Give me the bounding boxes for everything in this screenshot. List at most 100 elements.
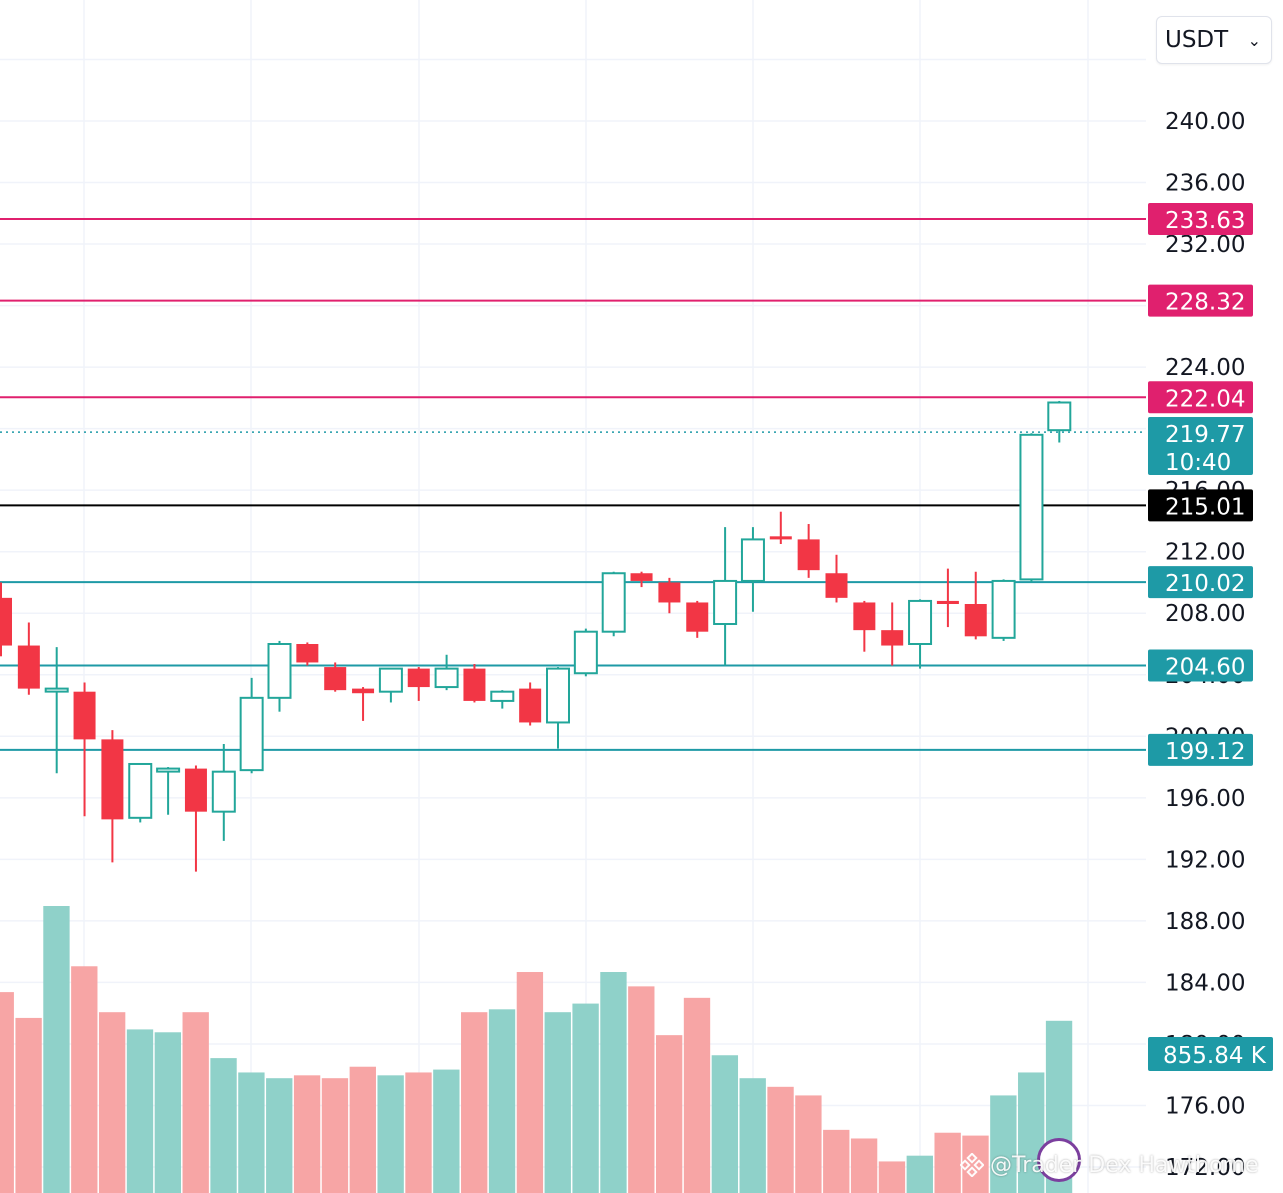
volume-bar [154, 1032, 182, 1193]
volume-bar [461, 1012, 488, 1193]
candle [239, 677, 264, 774]
candle-body [991, 579, 1016, 639]
volume-bar [405, 1072, 432, 1193]
volume-bar [488, 1009, 516, 1193]
candle-body [463, 668, 486, 701]
level-tag-text: 228.32 [1165, 290, 1245, 316]
volume-bar [182, 1012, 209, 1193]
price-tags: 233.63 228.32 222.04 215.01 210.02 204.60 199.… [1148, 202, 1273, 1071]
volume-bar [71, 966, 98, 1193]
level-tag: 228.32 [1148, 284, 1253, 317]
candle-body [267, 643, 292, 699]
candle-body [378, 667, 403, 693]
candle [0, 582, 12, 657]
candle [630, 571, 653, 588]
candle-body [908, 599, 933, 645]
candle [797, 524, 820, 578]
candle [324, 662, 347, 692]
candle [44, 647, 69, 774]
candle [519, 682, 542, 726]
level-tag-bg [1148, 566, 1253, 599]
candle-body [184, 768, 207, 812]
candle [769, 511, 792, 545]
volume-bar [544, 1012, 571, 1193]
volume-bar [126, 1029, 154, 1193]
candle [601, 571, 626, 637]
volume-bar [739, 1078, 766, 1193]
volume-bar [878, 1161, 906, 1193]
axis-tick-label: 172.00 [1165, 1155, 1245, 1181]
volume-bar [210, 1058, 237, 1193]
volume-tag: 855.84 K [1148, 1037, 1273, 1071]
candle-body [601, 572, 626, 633]
candle [991, 579, 1016, 641]
axis-tick-label: 176.00 [1165, 1093, 1245, 1119]
volume-bar [823, 1129, 850, 1193]
level-tag-bg [1148, 202, 1253, 235]
volume-bar [600, 972, 627, 1193]
candle-body [296, 644, 319, 663]
last-price-tag-bg [1148, 417, 1253, 475]
candle [573, 628, 598, 677]
volume-bar [628, 986, 655, 1193]
candle-body [73, 691, 96, 740]
candle-body [825, 573, 848, 598]
volume-bar [850, 1138, 878, 1193]
axis-tick-label: 184.00 [1165, 970, 1245, 996]
candles [0, 400, 1072, 872]
candle-body [1019, 433, 1044, 581]
binance-logo-icon [960, 1153, 984, 1177]
candle [101, 730, 124, 863]
candle-body [0, 597, 12, 646]
axis-tick-label: 240.00 [1165, 109, 1245, 135]
volume-bar [0, 992, 14, 1193]
level-tag-bg [1148, 489, 1253, 522]
axis-tick-label: 232.00 [1165, 232, 1245, 258]
level-tag-text: 210.02 [1165, 571, 1245, 597]
candle-body [797, 539, 820, 571]
candle [686, 600, 709, 638]
axis-tick-label: 192.00 [1165, 847, 1245, 873]
candle-body [546, 667, 570, 724]
candle-body [740, 538, 765, 582]
candle [658, 577, 681, 614]
last-price-tag-text: 219.77 [1165, 422, 1245, 448]
volume-bar [683, 997, 711, 1193]
axis-tick-label: 196.00 [1165, 786, 1245, 812]
candle-body [239, 696, 264, 772]
candle [740, 527, 765, 612]
candle-body [713, 579, 738, 626]
candle-body [964, 604, 987, 637]
price-axis[interactable]: 240.00236.00232.00224.00216.00212.00208.… [1165, 109, 1245, 1181]
candle-body [490, 690, 515, 702]
avatar[interactable] [1037, 1138, 1081, 1182]
volume-bar [433, 1069, 460, 1193]
volume-bar [655, 1035, 683, 1193]
candle-body [630, 573, 653, 581]
volume-bar [238, 1072, 265, 1193]
volume-bar [349, 1066, 376, 1193]
volume-bar [711, 1055, 739, 1193]
volume-bar [990, 1095, 1017, 1193]
volume-tag-text: 855.84 K [1163, 1043, 1267, 1069]
candle-body [17, 645, 40, 689]
candle [73, 682, 96, 817]
candle-body [769, 536, 792, 540]
candle [184, 765, 207, 872]
candle [964, 571, 987, 640]
candle-body [352, 688, 375, 694]
candle [713, 527, 738, 666]
candle [378, 667, 403, 703]
level-tag-bg [1148, 284, 1253, 317]
level-tag-text: 222.04 [1165, 386, 1245, 412]
level-tag-bg [1148, 649, 1253, 682]
currency-dropdown[interactable]: USDT ⌄ [1156, 16, 1272, 64]
volume-bars [0, 906, 1073, 1193]
horizontal-levels[interactable] [0, 217, 1146, 751]
candle-body [936, 600, 959, 605]
candle-body [881, 630, 904, 646]
candle-body [853, 602, 876, 631]
candle [853, 600, 876, 652]
volume-bar [266, 1078, 293, 1193]
